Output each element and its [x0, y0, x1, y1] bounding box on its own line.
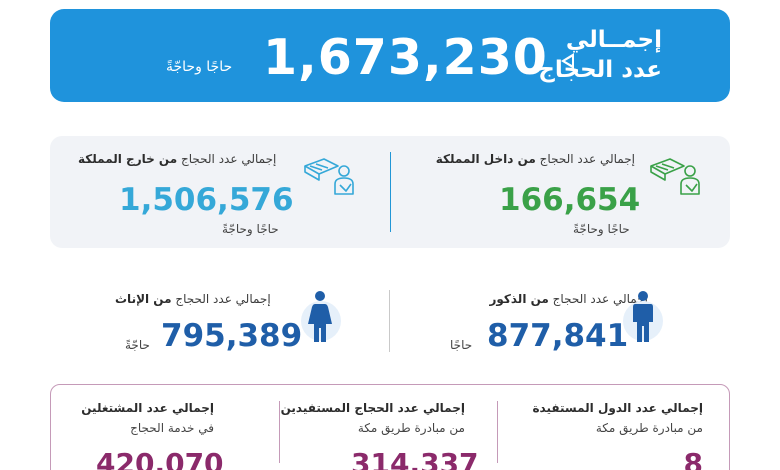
male-unit: حاجًا: [450, 338, 473, 352]
workers-title: إجمالي عدد المشتغلين: [81, 401, 214, 415]
banner-title: إجمــالي عدد الحجاج: [538, 25, 662, 85]
workers-sub: في خدمة الحجاج: [130, 421, 214, 435]
male-icon: [633, 291, 653, 342]
bottom-divider-2: [279, 401, 280, 463]
origin-stats-card: إجمالي عدد الحجاج من داخل المملكة 166,65…: [50, 136, 730, 248]
female-value: 795,389: [161, 318, 303, 354]
female-icon: [308, 291, 332, 342]
banner-title-line1: إجمــالي: [565, 27, 662, 53]
workers-value: 420,070: [96, 447, 224, 470]
countries-title: إجمالي عدد الدول المستفيدة: [532, 401, 703, 415]
female-label-bold: من الإناث: [115, 292, 172, 306]
countries-sub: من مبادرة طريق مكة: [595, 421, 703, 435]
male-label-bold: من الذكور: [489, 292, 549, 306]
outside-label-bold: من خارج المملكة: [78, 152, 178, 166]
female-label-prefix: إجمالي عدد الحجاج: [175, 292, 271, 306]
beneficiaries-sub: من مبادرة طريق مكة: [357, 421, 465, 435]
male-label-prefix: إجمالي عدد الحجاج: [552, 292, 648, 306]
outside-value: 1,506,576: [119, 182, 294, 218]
origin-divider: [390, 152, 391, 232]
inside-value: 166,654: [499, 182, 641, 218]
beneficiaries-value: 314,337: [351, 447, 479, 470]
arrow-left-icon: [561, 53, 574, 69]
outside-label-prefix: إجمالي عدد الحجاج: [181, 152, 277, 166]
male-label: إجمالي عدد الحجاج من الذكور: [489, 292, 648, 306]
total-pilgrims-banner: إجمــالي عدد الحجاج 1,673,230 حاجًا وحاج…: [50, 9, 730, 102]
total-pilgrims-value: 1,673,230: [263, 29, 548, 86]
female-unit: حاجّةً: [125, 338, 150, 352]
bottom-divider-1: [497, 401, 498, 463]
initiative-stats-card: إجمالي عدد الدول المستفيدة من مبادرة طري…: [50, 384, 730, 470]
banner-title-line2: عدد الحجاج: [538, 57, 662, 83]
male-value: 877,841: [487, 318, 629, 354]
outside-label: إجمالي عدد الحجاج من خارج المملكة: [78, 152, 276, 166]
inside-label: إجمالي عدد الحجاج من داخل المملكة: [436, 152, 635, 166]
pilgrim-luggage-icon: [650, 158, 700, 195]
gender-divider: [389, 290, 390, 352]
pilgrim-luggage-icon: [304, 158, 354, 195]
inside-label-bold: من داخل المملكة: [435, 152, 536, 166]
female-label: إجمالي عدد الحجاج من الإناث: [115, 292, 271, 306]
countries-value: 8: [683, 447, 703, 470]
outside-unit: حاجًا وحاجّةً: [222, 222, 279, 236]
inside-unit: حاجًا وحاجّةً: [573, 222, 630, 236]
beneficiaries-title: إجمالي عدد الحجاج المستفيدين: [280, 401, 465, 415]
total-pilgrims-unit: حاجًا وحاجّةً: [166, 59, 233, 75]
inside-label-prefix: إجمالي عدد الحجاج: [539, 152, 635, 166]
